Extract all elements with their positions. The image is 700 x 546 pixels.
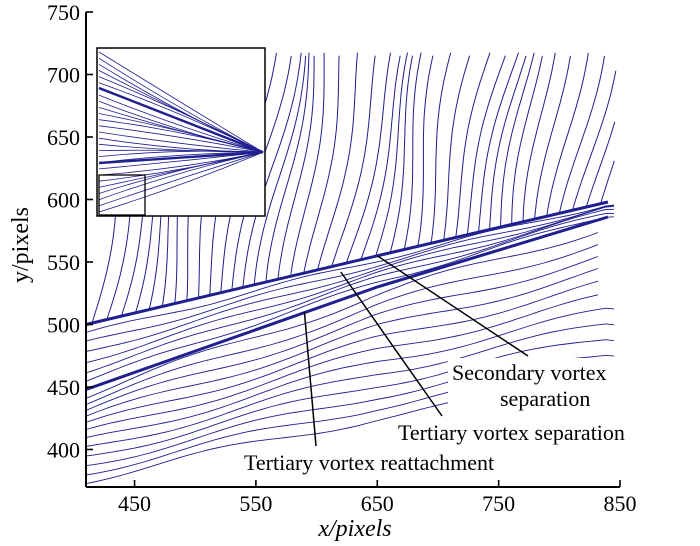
inset-plot bbox=[96, 47, 266, 217]
inset-separation-line bbox=[98, 150, 264, 165]
annotation-leader bbox=[376, 255, 529, 357]
streamline bbox=[375, 52, 408, 257]
streamline bbox=[572, 70, 617, 210]
annotation-label: Tertiary vortex separation bbox=[398, 420, 625, 445]
streamline bbox=[317, 52, 358, 269]
streamline bbox=[489, 55, 527, 230]
annotation-leader bbox=[340, 271, 443, 417]
axes: 450 550 650 750 850 400 450 500 550 600 650 700 750 bbox=[47, 0, 637, 516]
inset-streamline bbox=[98, 151, 264, 213]
streamline bbox=[85, 205, 615, 352]
inset-streamline bbox=[98, 151, 264, 201]
streamline bbox=[85, 232, 599, 399]
inset-streamline bbox=[98, 131, 264, 153]
inset-streamline bbox=[98, 94, 264, 153]
streamline bbox=[290, 52, 325, 275]
streamline bbox=[277, 55, 315, 278]
y-tick-label: 500 bbox=[47, 313, 80, 338]
streamline bbox=[430, 52, 452, 245]
streamline bbox=[500, 52, 535, 227]
inset-streamline bbox=[98, 51, 264, 153]
streamline bbox=[303, 55, 340, 272]
streamline bbox=[331, 55, 376, 266]
streamline bbox=[85, 208, 615, 364]
streamline bbox=[85, 323, 615, 447]
streamline bbox=[85, 244, 599, 406]
annotation-label: Secondary vortex bbox=[452, 360, 607, 385]
streamline bbox=[442, 55, 471, 242]
streamline bbox=[85, 256, 599, 411]
inset-streamline bbox=[98, 125, 264, 153]
streamline bbox=[265, 52, 310, 281]
streamline bbox=[360, 55, 401, 260]
streamline bbox=[345, 52, 391, 263]
x-tick-label: 750 bbox=[482, 491, 515, 516]
inset-frame bbox=[96, 47, 266, 217]
streamline bbox=[253, 55, 307, 284]
inset-streamline bbox=[98, 82, 264, 153]
annotation-leader bbox=[303, 311, 317, 447]
streamline bbox=[586, 121, 616, 207]
streamline bbox=[85, 294, 599, 430]
x-tick-label: 450 bbox=[118, 491, 151, 516]
inset-streamline bbox=[98, 151, 264, 207]
separation-line-lower bbox=[85, 215, 609, 391]
y-tick-label: 750 bbox=[47, 0, 80, 25]
streamline bbox=[85, 280, 599, 423]
streamline bbox=[522, 52, 556, 221]
streamline bbox=[466, 55, 506, 236]
inset-streamline bbox=[98, 119, 264, 153]
x-tick-label: 550 bbox=[239, 491, 272, 516]
streamline bbox=[85, 307, 615, 439]
inset-separation-line bbox=[98, 86, 264, 154]
inset-zoom-box bbox=[98, 174, 146, 216]
y-tick-label: 450 bbox=[47, 375, 80, 400]
annotation-bg bbox=[394, 418, 694, 447]
streamline bbox=[389, 55, 413, 254]
y-tick-label: 600 bbox=[47, 188, 80, 213]
streamlines bbox=[85, 49, 617, 485]
streamline bbox=[85, 268, 599, 417]
streamline bbox=[242, 52, 302, 287]
streamline bbox=[85, 204, 615, 342]
annotation-label: Tertiary vortex reattachment bbox=[244, 450, 494, 475]
annotation-bg bbox=[448, 358, 700, 414]
inset-streamline bbox=[98, 151, 264, 194]
y-tick-label: 650 bbox=[47, 125, 80, 150]
annotation-bg bbox=[240, 448, 540, 477]
streamline bbox=[417, 55, 434, 248]
streamline bbox=[559, 55, 605, 213]
x-tick-label: 650 bbox=[361, 491, 394, 516]
streamline bbox=[600, 160, 615, 204]
streamline bbox=[511, 55, 543, 224]
inset-streamline bbox=[98, 76, 264, 153]
streamline bbox=[85, 216, 615, 382]
annotation-label: separation bbox=[500, 386, 590, 411]
inset-streamline bbox=[98, 150, 264, 157]
x-tick-label: 850 bbox=[604, 491, 637, 516]
streamline bbox=[534, 55, 571, 218]
streamline bbox=[85, 204, 615, 333]
streamline bbox=[85, 339, 615, 457]
streamline bbox=[455, 52, 491, 239]
y-tick-label: 700 bbox=[47, 63, 80, 88]
y-tick-label: 400 bbox=[47, 438, 80, 463]
streamline bbox=[546, 52, 589, 215]
y-axis-title: y/pixels bbox=[8, 207, 34, 283]
streamline bbox=[478, 52, 519, 233]
y-tick-label: 550 bbox=[47, 250, 80, 275]
x-axis-title: x/pixels bbox=[317, 516, 391, 542]
streamline bbox=[403, 52, 422, 251]
